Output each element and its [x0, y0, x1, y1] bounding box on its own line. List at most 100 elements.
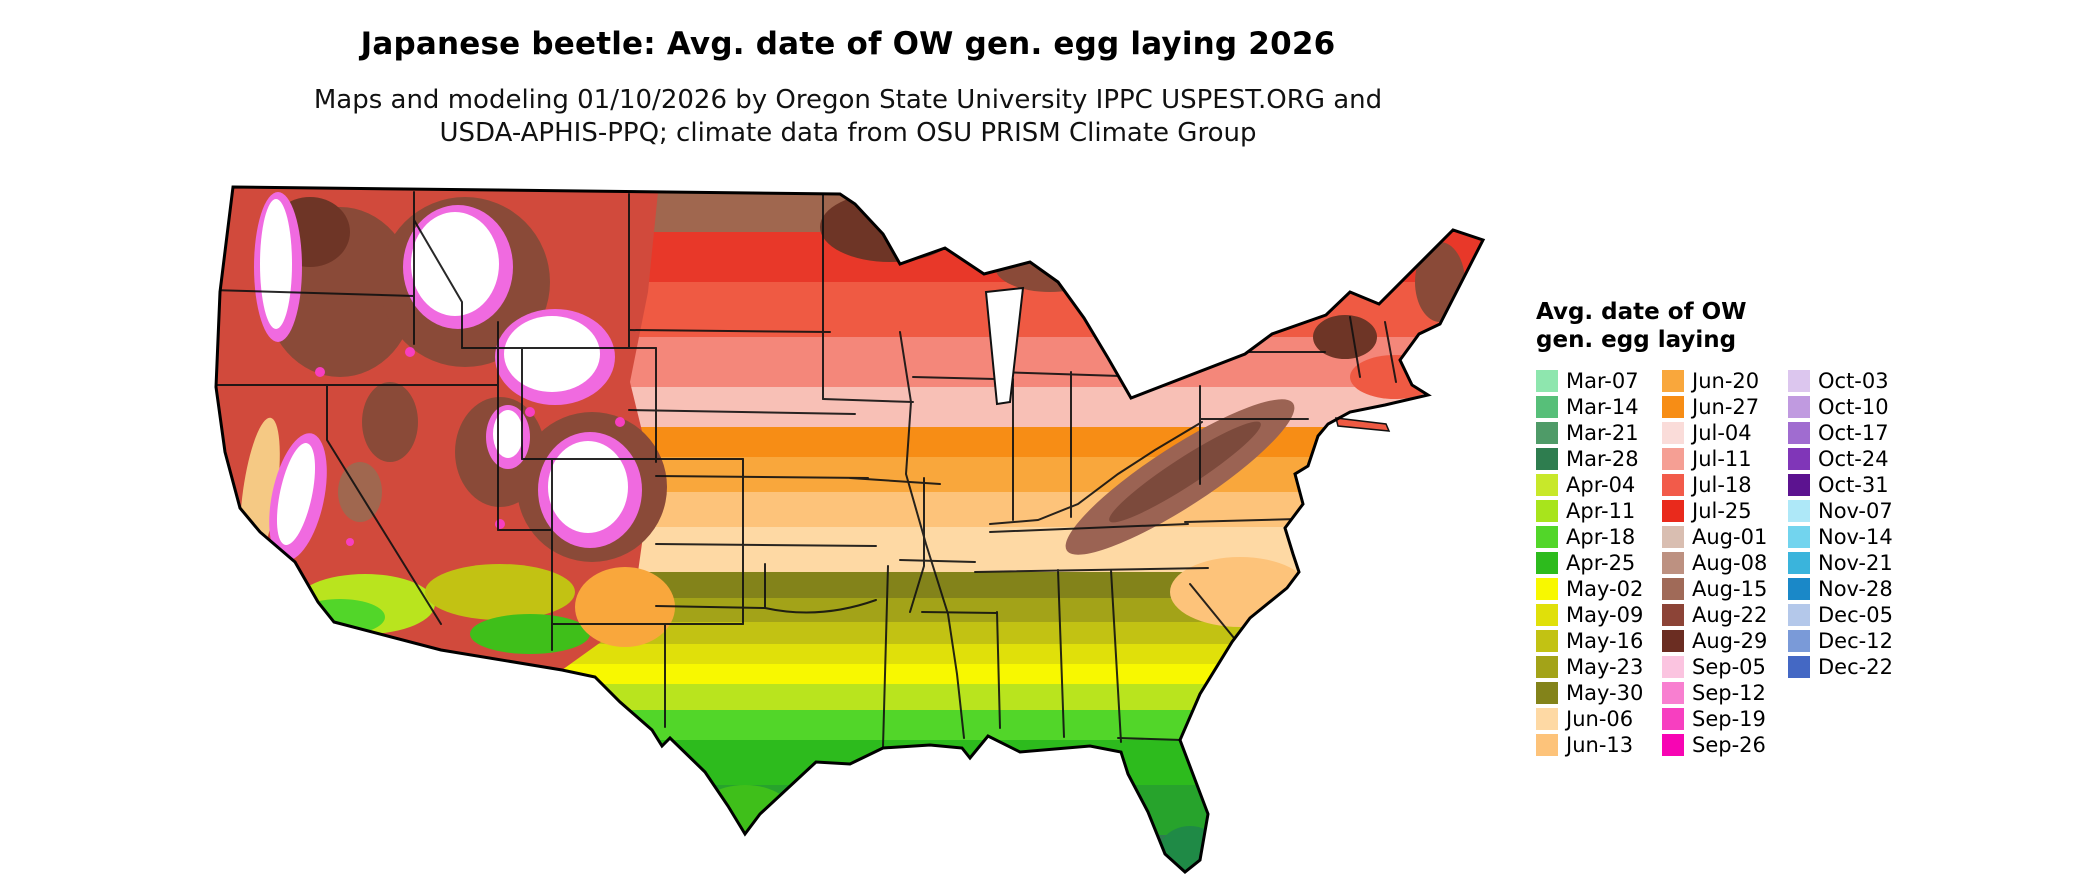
legend-swatch [1788, 396, 1810, 418]
legend-swatch [1662, 630, 1684, 652]
legend-row: Aug-01 [1662, 524, 1788, 550]
header: Japanese beetle: Avg. date of OW gen. eg… [98, 26, 1598, 150]
us-map [200, 172, 1500, 878]
legend-row: Mar-21 [1536, 420, 1662, 446]
legend-row: Sep-19 [1662, 706, 1788, 732]
us-outline [214, 185, 1486, 874]
legend-swatch [1788, 604, 1810, 626]
legend-swatch [1536, 500, 1558, 522]
legend-swatch [1536, 526, 1558, 548]
legend-label: Jul-25 [1692, 499, 1752, 523]
legend-label: Aug-15 [1692, 577, 1768, 601]
legend-label: Nov-14 [1818, 525, 1893, 549]
legend-swatch [1536, 734, 1558, 756]
legend-label: Sep-19 [1692, 707, 1766, 731]
page-title: Japanese beetle: Avg. date of OW gen. eg… [360, 26, 1336, 62]
legend-label: Mar-07 [1566, 369, 1639, 393]
legend-swatch [1788, 474, 1810, 496]
legend-swatch [1662, 396, 1684, 418]
legend-row: Apr-11 [1536, 498, 1662, 524]
us-map-svg [214, 185, 1486, 874]
page-subtitle: Maps and modeling 01/10/2026 by Oregon S… [98, 84, 1598, 150]
legend-label: Apr-11 [1566, 499, 1636, 523]
legend-row: May-30 [1536, 680, 1662, 706]
legend-label: Aug-22 [1692, 603, 1768, 627]
subtitle-line-2: USDA-APHIS-PPQ; climate data from OSU PR… [439, 118, 1257, 148]
legend-row: Sep-12 [1662, 680, 1788, 706]
legend-label: May-30 [1566, 681, 1644, 705]
legend-row: Oct-31 [1788, 472, 1914, 498]
legend-label: Apr-25 [1566, 551, 1636, 575]
legend-swatch [1536, 630, 1558, 652]
legend-label: May-23 [1566, 655, 1644, 679]
legend-swatch [1536, 682, 1558, 704]
legend-label: Aug-08 [1692, 551, 1768, 575]
legend-swatch [1536, 552, 1558, 574]
legend-row: Dec-22 [1788, 654, 1914, 680]
legend-column: Jun-20 Jun-27 Jul-04 Jul-11 Jul-18 Jul-25 Aug-… [1662, 368, 1788, 758]
legend-row: Aug-08 [1662, 550, 1788, 576]
legend-row: Mar-28 [1536, 446, 1662, 472]
legend-label: Apr-04 [1566, 473, 1636, 497]
legend-label: Jun-20 [1692, 369, 1760, 393]
legend-label: Oct-31 [1818, 473, 1889, 497]
legend-label: Oct-03 [1818, 369, 1889, 393]
legend-swatch [1788, 370, 1810, 392]
legend-label: Sep-26 [1692, 733, 1766, 757]
legend-row: May-23 [1536, 654, 1662, 680]
legend-swatch [1662, 370, 1684, 392]
legend-row: Mar-07 [1536, 368, 1662, 394]
legend-label: Mar-14 [1566, 395, 1639, 419]
legend-label: Aug-01 [1692, 525, 1768, 549]
lake-michigan [984, 286, 1025, 406]
legend-label: Dec-12 [1818, 629, 1893, 653]
legend-label: Jul-04 [1692, 421, 1752, 445]
legend-swatch [1536, 656, 1558, 678]
legend-label: Jul-18 [1692, 473, 1752, 497]
legend-label: Jun-27 [1692, 395, 1760, 419]
legend-swatch [1788, 630, 1810, 652]
legend-row: Oct-10 [1788, 394, 1914, 420]
legend-label: Oct-17 [1818, 421, 1889, 445]
legend-label: Jul-11 [1692, 447, 1752, 471]
legend-row: Dec-12 [1788, 628, 1914, 654]
legend-row: Nov-21 [1788, 550, 1914, 576]
legend-swatch [1536, 448, 1558, 470]
legend-swatch [1662, 708, 1684, 730]
legend-swatch [1662, 552, 1684, 574]
legend-swatch [1788, 552, 1810, 574]
legend-row: Apr-25 [1536, 550, 1662, 576]
legend-title-line-2: gen. egg laying [1536, 327, 1737, 353]
legend-row: May-02 [1536, 576, 1662, 602]
legend-label: Oct-24 [1818, 447, 1889, 471]
legend-row: May-16 [1536, 628, 1662, 654]
legend-swatch [1788, 500, 1810, 522]
legend-swatch [1536, 422, 1558, 444]
legend: Avg. date of OW gen. egg laying Mar-07 Ma… [1536, 298, 1936, 758]
legend-row: Oct-03 [1788, 368, 1914, 394]
legend-row: Oct-17 [1788, 420, 1914, 446]
legend-row: Dec-05 [1788, 602, 1914, 628]
long-island [1335, 417, 1391, 432]
legend-swatch [1662, 448, 1684, 470]
legend-row: Apr-18 [1536, 524, 1662, 550]
legend-row: Jun-27 [1662, 394, 1788, 420]
legend-swatch [1662, 604, 1684, 626]
legend-label: Nov-21 [1818, 551, 1893, 575]
legend-swatch [1662, 474, 1684, 496]
legend-row: Jul-11 [1662, 446, 1788, 472]
legend-row: Jul-04 [1662, 420, 1788, 446]
legend-label: May-16 [1566, 629, 1644, 653]
legend-row: Jun-06 [1536, 706, 1662, 732]
legend-swatch [1788, 526, 1810, 548]
legend-column: Mar-07 Mar-14 Mar-21 Mar-28 Apr-04 Apr-11 Apr-… [1536, 368, 1662, 758]
legend-column: Oct-03 Oct-10 Oct-17 Oct-24 Oct-31 Nov-07 Nov-… [1788, 368, 1914, 758]
legend-label: Mar-21 [1566, 421, 1639, 445]
legend-columns: Mar-07 Mar-14 Mar-21 Mar-28 Apr-04 Apr-11 Apr-… [1536, 368, 1936, 758]
legend-label: Jun-13 [1566, 733, 1634, 757]
legend-swatch [1536, 604, 1558, 626]
legend-label: Nov-07 [1818, 499, 1893, 523]
legend-label: May-02 [1566, 577, 1644, 601]
legend-row: Jun-20 [1662, 368, 1788, 394]
legend-row: Aug-29 [1662, 628, 1788, 654]
